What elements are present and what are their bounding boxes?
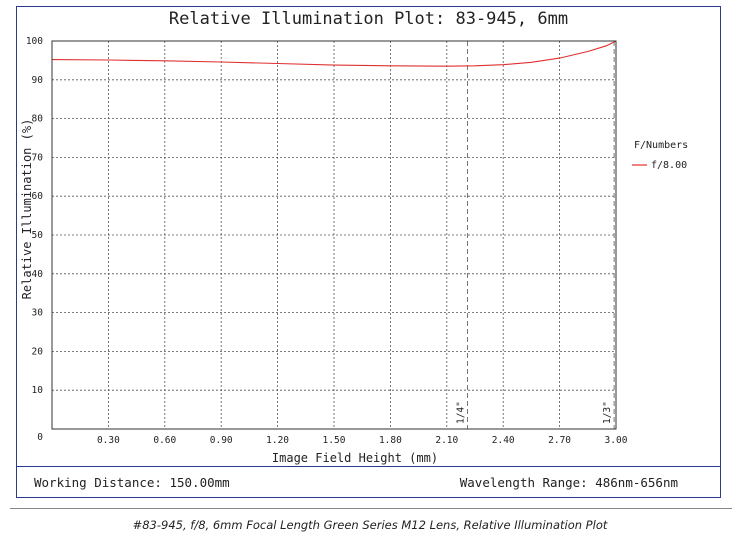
series-line-f8 bbox=[51, 40, 617, 67]
x-tick-label: 1.20 bbox=[266, 435, 289, 446]
x-axis-label: Image Field Height (mm) bbox=[272, 451, 438, 465]
x-tick-label: 0.60 bbox=[153, 435, 176, 446]
plot-area-border bbox=[51, 40, 617, 430]
axis-labels: Image Field Height (mm) Relative Illumin… bbox=[20, 119, 438, 465]
legend-entry-f8: f/8.00 bbox=[651, 160, 687, 171]
x-tick-label: 2.10 bbox=[435, 435, 458, 446]
grid-lines bbox=[52, 41, 616, 429]
annotation-lines: 1/4" 1/3" bbox=[455, 41, 615, 429]
y-tick-label: 90 bbox=[32, 75, 44, 86]
y-tick-label: 40 bbox=[32, 269, 44, 280]
sensor-format-label: 1/3" bbox=[602, 401, 613, 424]
wavelength-range: Wavelength Range: 486nm-656nm bbox=[459, 475, 678, 490]
x-tick-label: 1.50 bbox=[323, 435, 346, 446]
y-tick-label: 10 bbox=[32, 385, 44, 396]
y-tick-label: 70 bbox=[32, 152, 44, 163]
x-tick-label: 0.30 bbox=[97, 435, 120, 446]
working-distance: Working Distance: 150.00mm bbox=[34, 475, 230, 490]
y-tick-label: 80 bbox=[32, 114, 44, 125]
plot-frame bbox=[16, 6, 721, 498]
series-lines bbox=[51, 40, 617, 67]
y-tick-label: 30 bbox=[32, 308, 44, 319]
legend: F/Numbers f/8.00 bbox=[632, 140, 688, 171]
x-tick-label: 2.70 bbox=[548, 435, 571, 446]
frame-divider bbox=[16, 466, 721, 467]
y-tick-label: 60 bbox=[32, 191, 44, 202]
y-tick-label: 100 bbox=[26, 36, 43, 47]
tick-labels: 0.30 0.60 0.90 1.20 1.50 1.80 2.10 2.40 2.70 3.00… bbox=[26, 36, 628, 446]
x-tick-label: 0.90 bbox=[210, 435, 233, 446]
legend-title: F/Numbers bbox=[634, 140, 688, 151]
figure-caption: #83-945, f/8, 6mm Focal Length Green Ser… bbox=[132, 518, 608, 532]
y-tick-label: 20 bbox=[32, 346, 44, 357]
y-tick-label: 50 bbox=[32, 230, 44, 241]
y-axis-label: Relative Illumination (%) bbox=[20, 119, 34, 300]
x-tick-label: 3.00 bbox=[605, 435, 628, 446]
chart-title: Relative Illumination Plot: 83-945, 6mm bbox=[168, 9, 569, 29]
caption-rule bbox=[10, 508, 732, 509]
x-tick-label: 1.80 bbox=[379, 435, 402, 446]
sensor-format-label: 1/4" bbox=[455, 401, 466, 424]
x-tick-label: 2.40 bbox=[492, 435, 515, 446]
y-tick-label: 0 bbox=[37, 432, 43, 443]
